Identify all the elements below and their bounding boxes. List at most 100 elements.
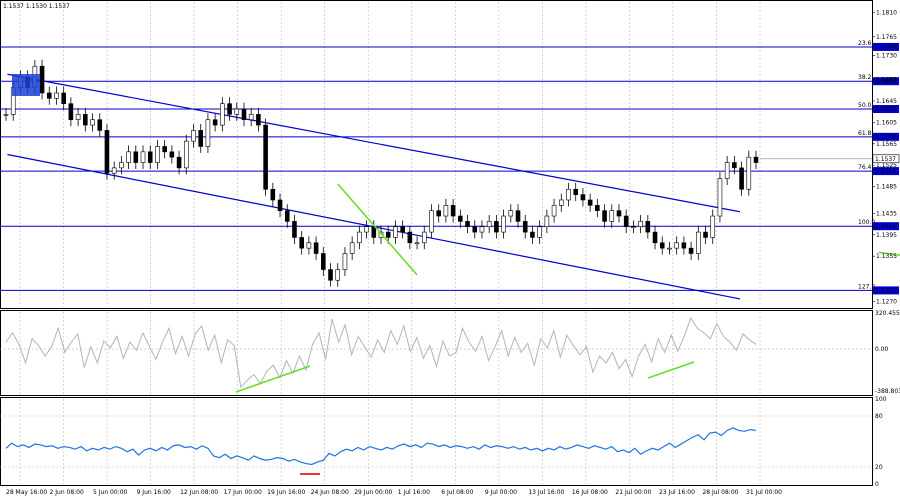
candle-body xyxy=(162,146,167,153)
candle-body xyxy=(436,210,441,217)
price-tick-label: 1.1645 xyxy=(876,98,897,105)
rsi-tick-label: 20 xyxy=(875,464,883,471)
time-tick-label: 5 Jun 00:00 xyxy=(93,489,127,496)
cci-indicator: 320.4558 0.00 -388.8034 xyxy=(0,310,900,395)
candle-body xyxy=(688,247,694,254)
candle-body xyxy=(479,226,485,233)
candle-body xyxy=(472,226,478,233)
time-tick-label: 29 Jun 00:00 xyxy=(354,489,392,496)
candle-body xyxy=(616,210,622,217)
time-tick-label: 19 Jun 16:00 xyxy=(267,489,305,496)
fib-level-label: 127.2 xyxy=(858,283,875,290)
candle-body xyxy=(357,231,362,244)
candle-body xyxy=(198,130,204,147)
rsi-panel[interactable] xyxy=(0,397,873,486)
candle-body xyxy=(486,221,492,228)
price-tick-label: 1.1395 xyxy=(876,232,897,239)
candle-body xyxy=(421,231,427,244)
candle-body xyxy=(429,210,434,233)
candle-body xyxy=(220,103,225,126)
grid xyxy=(19,2,761,484)
divergence-lines xyxy=(337,183,900,276)
candle-body xyxy=(595,205,600,211)
candle-body xyxy=(97,119,103,131)
candle-body xyxy=(623,215,629,228)
candle-body xyxy=(544,215,550,228)
price-tag xyxy=(873,222,899,231)
fib-level-label: 76.4 xyxy=(858,164,872,171)
candle-body xyxy=(573,188,579,195)
time-tick-label: 17 Jun 00:00 xyxy=(224,489,262,496)
price-tick-label: 1.1355 xyxy=(876,253,897,260)
price-tick-label: 1.1685 xyxy=(876,77,897,84)
candle-body xyxy=(465,221,470,228)
fib-level-label: 61.8 xyxy=(858,130,872,137)
candle-body xyxy=(292,221,297,238)
candle-body xyxy=(306,242,312,249)
cci-tick-label: 0.00 xyxy=(875,346,889,353)
candle-body xyxy=(227,103,232,115)
candle-body xyxy=(176,156,182,169)
candle-body xyxy=(717,178,723,217)
candle-body xyxy=(703,231,708,238)
candle-body xyxy=(321,253,326,270)
channel-upper-line[interactable] xyxy=(7,73,741,213)
candle-body xyxy=(414,242,420,245)
rsi-tick-label: 0 xyxy=(875,481,879,488)
price-tag-label: 1.1682 xyxy=(875,78,896,85)
price-tick-label: 1.1730 xyxy=(876,53,897,60)
cci-panel[interactable] xyxy=(0,310,873,396)
time-tick-label: 9 Jun 16:00 xyxy=(137,489,171,496)
time-tick-label: 21 Jul 00:00 xyxy=(615,489,651,496)
candle-body xyxy=(256,114,261,126)
candle-body xyxy=(155,146,160,163)
candle-body xyxy=(458,215,463,222)
candle-body xyxy=(212,119,218,126)
rsi-tick-label: 80 xyxy=(875,413,883,420)
candle-body xyxy=(140,151,146,163)
time-tick-label: 28 May 16:00 xyxy=(6,489,47,496)
current-price-label: 1.1537 xyxy=(875,156,896,163)
candle-body xyxy=(126,151,131,163)
candle-body xyxy=(753,156,759,163)
fib-levels: 23.61.1746 38.21.1682 50.01.1630 61.81.1578… xyxy=(0,40,900,295)
candle-body xyxy=(450,205,456,217)
candle-body xyxy=(263,124,268,190)
candle-body xyxy=(191,130,196,142)
candle-body xyxy=(393,226,398,238)
time-tick-label: 9 Jul 00:00 xyxy=(485,489,517,496)
candle-body xyxy=(530,231,535,238)
candle-body xyxy=(696,231,701,254)
price-tag xyxy=(873,105,899,114)
candle-body xyxy=(443,205,449,217)
candle-body xyxy=(407,231,413,244)
candle-body xyxy=(248,114,254,121)
candle-body xyxy=(674,242,679,249)
candle-body xyxy=(681,242,687,249)
candle-body xyxy=(328,269,333,281)
price-axis: 1.1810 1.1765 1.1730 1.1685 1.1645 1.1605 1.15… xyxy=(872,10,897,306)
candle-body xyxy=(501,215,506,233)
rsi-indicator: 100 80 20 0 xyxy=(0,396,887,488)
candle-body xyxy=(119,162,124,169)
candle-body xyxy=(508,210,514,217)
fib-level-label: 100.0 xyxy=(858,219,875,226)
candle-body xyxy=(104,130,110,174)
candle-body xyxy=(602,210,607,222)
price-tick-label: 1.1270 xyxy=(876,299,897,306)
candle-body xyxy=(75,114,81,121)
cci-tick-label: 320.4558 xyxy=(875,310,900,317)
candle-body xyxy=(732,162,737,169)
candle-body xyxy=(667,247,672,250)
candle-body xyxy=(551,205,557,217)
candle-body xyxy=(335,269,341,281)
candle-body xyxy=(494,221,499,233)
candle-body xyxy=(659,242,665,249)
candle-body xyxy=(46,92,52,99)
time-tick-label: 24 Jun 08:00 xyxy=(311,489,349,496)
price-tag xyxy=(873,167,899,176)
rsi-line xyxy=(5,427,757,466)
candle-body xyxy=(400,226,405,233)
candle-body xyxy=(652,231,658,244)
